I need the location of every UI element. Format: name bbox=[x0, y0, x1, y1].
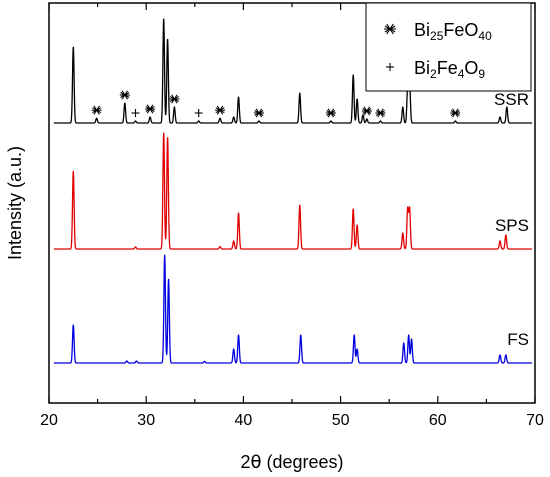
legend: Bi25FeO40 Bi2Fe4O9 bbox=[365, 2, 532, 92]
plus-marker bbox=[131, 109, 140, 117]
x-axis-title: 2θ (degrees) bbox=[240, 452, 343, 473]
x-axis-title-symbol: θ bbox=[250, 452, 261, 473]
x-axis-title-suffix: (degrees) bbox=[261, 452, 343, 472]
marker-layer bbox=[91, 90, 461, 118]
series-layer bbox=[53, 18, 533, 364]
x-tick-label: 30 bbox=[137, 412, 155, 429]
legend-asterisk-icon bbox=[384, 23, 396, 35]
asterisk-marker bbox=[145, 104, 156, 114]
series-line-fs bbox=[53, 254, 533, 364]
legend-plus-icon bbox=[386, 63, 394, 71]
x-axis-title-prefix: 2 bbox=[240, 452, 250, 472]
label-layer: 20 30 40 50 60 70 SSR SPS FS bbox=[40, 90, 544, 429]
tick-layer bbox=[48, 3, 536, 403]
series-label-fs: FS bbox=[507, 330, 529, 349]
asterisk-marker bbox=[375, 108, 386, 118]
asterisk-marker bbox=[91, 105, 102, 115]
asterisk-marker bbox=[325, 108, 336, 118]
x-tick-label: 70 bbox=[526, 412, 544, 429]
series-line-sps bbox=[53, 132, 533, 250]
x-tick-label: 50 bbox=[332, 412, 350, 429]
plus-marker bbox=[194, 109, 203, 117]
y-axis-title: Intensity (a.u.) bbox=[5, 146, 25, 260]
asterisk-marker bbox=[450, 108, 461, 118]
legend-entry-label: Bi25FeO40 bbox=[414, 20, 492, 43]
x-tick-label: 60 bbox=[429, 412, 447, 429]
legend-box bbox=[365, 2, 532, 92]
asterisk-marker bbox=[361, 106, 372, 116]
series-label-sps: SPS bbox=[495, 216, 529, 235]
asterisk-marker bbox=[215, 105, 226, 115]
series-label-ssr: SSR bbox=[494, 90, 529, 109]
series-line-ssr bbox=[53, 18, 533, 124]
asterisk-marker bbox=[119, 90, 130, 100]
asterisk-marker bbox=[253, 108, 264, 118]
x-tick-label: 40 bbox=[235, 412, 253, 429]
legend-entry-label: Bi2Fe4O9 bbox=[414, 58, 485, 81]
asterisk-marker bbox=[169, 94, 180, 104]
x-tick-label: 20 bbox=[40, 412, 58, 429]
